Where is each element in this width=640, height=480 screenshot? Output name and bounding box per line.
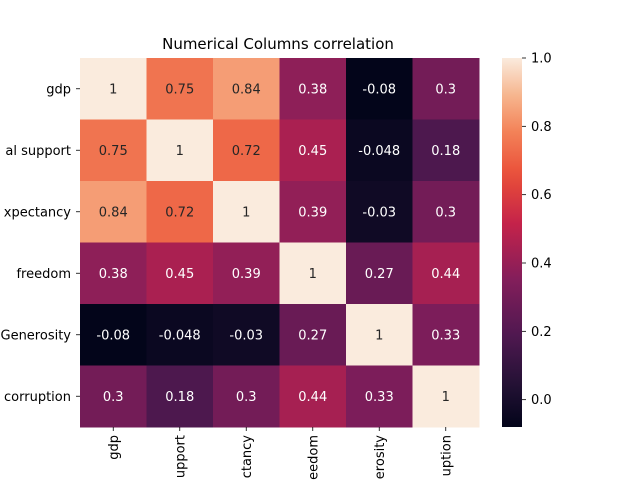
colorbar: 0.0 0.2 0.4 0.6 0.8 1.0 (502, 52, 552, 427)
heatmap-cell-label: 0.44 (298, 390, 327, 405)
heatmap-cell-label: 0.39 (232, 267, 261, 282)
colorbar-tick-label: 1.0 (531, 52, 552, 67)
heatmap-cell-label: 1 (242, 205, 250, 220)
colorbar-tick-label: 0.8 (531, 120, 552, 135)
heatmap-cell (279, 58, 347, 120)
heatmap-cell (279, 365, 347, 428)
heatmap-cell-label: 0.38 (298, 82, 327, 97)
heatmap-cell-label: -0.08 (362, 82, 396, 97)
heatmap-cell (279, 119, 347, 182)
row-tick-label: al support (5, 144, 71, 159)
colorbar-tick-label: 0.6 (531, 188, 552, 203)
heatmap-cell-label: 0.3 (103, 390, 124, 405)
heatmap-cell-label: 0.27 (365, 267, 394, 282)
column-tick-labels: gdp upport ctancy eedom erosity uption (107, 427, 454, 480)
heatmap-cell (412, 181, 480, 243)
heatmap-cell-label: -0.048 (159, 328, 201, 343)
row-tick-labels: gdp al support xpectancy freedom Generosity c… (1, 82, 80, 405)
heatmap-cell-label: 0.3 (435, 82, 456, 97)
heatmap-cell-label: 0.44 (431, 267, 460, 282)
heatmap-cell (146, 119, 214, 182)
row-tick-label: freedom (16, 267, 71, 282)
heatmap-cell (146, 304, 214, 366)
column-tick-label: upport (173, 435, 188, 478)
row-tick-label: xpectancy (4, 205, 72, 220)
heatmap-cell-label: 1 (109, 82, 117, 97)
heatmap-cell (213, 304, 280, 366)
heatmap-cell (279, 304, 347, 366)
heatmap-cell-label: 0.45 (298, 144, 327, 159)
column-tick-label: uption (439, 435, 454, 476)
heatmap-cell-label: 0.84 (99, 205, 128, 220)
heatmap-cell (213, 119, 280, 182)
heatmap-cell-label: 0.18 (431, 144, 460, 159)
heatmap-cell (146, 181, 214, 243)
heatmap-cell (346, 181, 413, 243)
heatmap-cell (346, 242, 413, 305)
heatmap-cell (80, 181, 147, 243)
heatmap-cell (412, 365, 480, 428)
heatmap-cell-label: 0.3 (236, 390, 257, 405)
heatmap-cell-label: -0.08 (96, 328, 130, 343)
heatmap-cell (146, 365, 214, 428)
heatmap-cell-label: 0.38 (99, 267, 128, 282)
row-tick-label: corruption (4, 390, 71, 405)
heatmap-cell (279, 242, 347, 305)
colorbar-tick-label: 0.0 (531, 393, 552, 408)
heatmap-cell-label: 0.75 (165, 82, 194, 97)
heatmap-cell (213, 365, 280, 428)
heatmap-cell-label: 0.3 (435, 205, 456, 220)
row-tick-label: gdp (46, 82, 71, 97)
heatmap-cell-label: 1 (309, 267, 317, 282)
chart-title: Numerical Columns correlation (162, 35, 394, 53)
heatmap-cell (346, 365, 413, 428)
heatmap-cell (279, 181, 347, 243)
heatmap-cell (213, 181, 280, 243)
heatmap-cell-label: 0.33 (365, 390, 394, 405)
column-tick-label: eedom (306, 435, 321, 480)
heatmap-cell-label: 1 (375, 328, 383, 343)
heatmap-cell-label: 0.45 (165, 267, 194, 282)
heatmap-cell (80, 58, 147, 120)
heatmap-cell-label: 1 (176, 144, 184, 159)
heatmap-cell (346, 58, 413, 120)
heatmap-cell (146, 242, 214, 305)
heatmap-cell (80, 304, 147, 366)
colorbar-gradient (502, 58, 522, 427)
heatmap-cell-label: 0.33 (431, 328, 460, 343)
heatmap-cell (346, 304, 413, 366)
heatmap-cell-label: -0.03 (362, 205, 396, 220)
heatmap-cell-label: -0.048 (358, 144, 400, 159)
heatmap-cell-label: 0.18 (165, 390, 194, 405)
colorbar-tick-label: 0.2 (531, 325, 552, 340)
row-tick-label: Generosity (1, 328, 72, 343)
heatmap-cell-label: 0.27 (298, 328, 327, 343)
column-tick-label: gdp (107, 435, 122, 460)
heatmap-cell (146, 58, 214, 120)
heatmap-cell-label: 1 (442, 390, 450, 405)
column-tick-label: ctancy (240, 435, 255, 479)
colorbar-tick-label: 0.4 (531, 257, 552, 272)
heatmap-cell (412, 119, 480, 182)
heatmap-cell-labels: 1 0.75 0.84 0.38 -0.08 0.3 0.75 1 0.72 0.45 -0.048… (96, 82, 460, 405)
heatmap-cell-label: 0.72 (232, 144, 261, 159)
heatmap-cells (80, 58, 480, 428)
heatmap-cell-label: 0.84 (232, 82, 261, 97)
heatmap-cell (412, 304, 480, 366)
heatmap-cell (346, 119, 413, 182)
column-tick-label: erosity (373, 435, 388, 479)
heatmap-cell (213, 58, 280, 120)
heatmap-cell-label: 0.39 (298, 205, 327, 220)
heatmap-cell (412, 58, 480, 120)
heatmap-cell-label: 0.75 (99, 144, 128, 159)
heatmap-cell (412, 242, 480, 305)
heatmap-cell-label: 0.72 (165, 205, 194, 220)
heatmap-cell (213, 242, 280, 305)
heatmap-cell (80, 119, 147, 182)
heatmap-cell (80, 365, 147, 428)
heatmap-cell-label: -0.03 (229, 328, 263, 343)
heatmap-cell (80, 242, 147, 305)
